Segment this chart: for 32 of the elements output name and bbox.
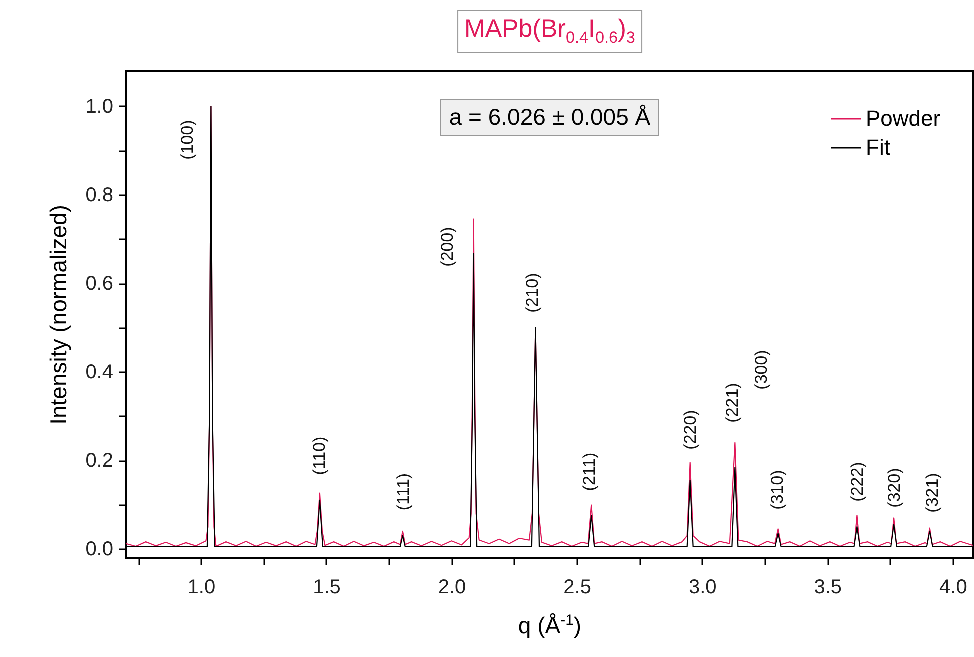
- annotation: (221): [723, 383, 743, 423]
- x-tick-label: 3.0: [688, 576, 717, 598]
- x-tick-label: 2.0: [438, 576, 466, 598]
- annotation: a = 6.026 ± 0.005 Å: [440, 99, 660, 136]
- annotation: (110): [310, 436, 330, 476]
- x-tick-label: 3.5: [814, 576, 842, 598]
- y-tick-label: 0.8: [86, 184, 114, 206]
- y-tick-label: 0.4: [86, 362, 114, 384]
- y-tick-label: 0.2: [86, 450, 114, 472]
- annotation: (210): [523, 273, 543, 313]
- y-tick-label: 0.0: [86, 538, 114, 561]
- annotation: (321): [923, 473, 943, 513]
- annotation: (300): [752, 350, 772, 390]
- y-tick-label: 0.6: [86, 273, 114, 296]
- legend-label: Fit: [866, 135, 890, 160]
- annotation: (211): [580, 452, 600, 492]
- x-tick-label: 4.0: [940, 576, 968, 598]
- annotation: (222): [848, 462, 868, 502]
- y-tick-label: 1.0: [86, 96, 114, 118]
- annotation: (220): [681, 410, 701, 450]
- chart-title: MAPb(Br$_{0.4}$I$_{0.6}$)$_{3}$: [458, 10, 642, 53]
- annotation: (100): [178, 120, 198, 160]
- annotation: (310): [768, 470, 788, 510]
- x-axis-title: q (Å$^{-1}$): [518, 612, 582, 640]
- annotation: (200): [438, 227, 458, 267]
- x-tick-label: 1.5: [313, 576, 341, 598]
- x-tick-label: 2.5: [564, 576, 592, 598]
- annotation: (320): [885, 468, 905, 508]
- annotation: (111): [394, 473, 414, 511]
- legend-label: Powder: [866, 106, 941, 131]
- x-tick-label: 1.0: [188, 576, 216, 598]
- y-axis-title: Intensity (normalized): [46, 205, 72, 425]
